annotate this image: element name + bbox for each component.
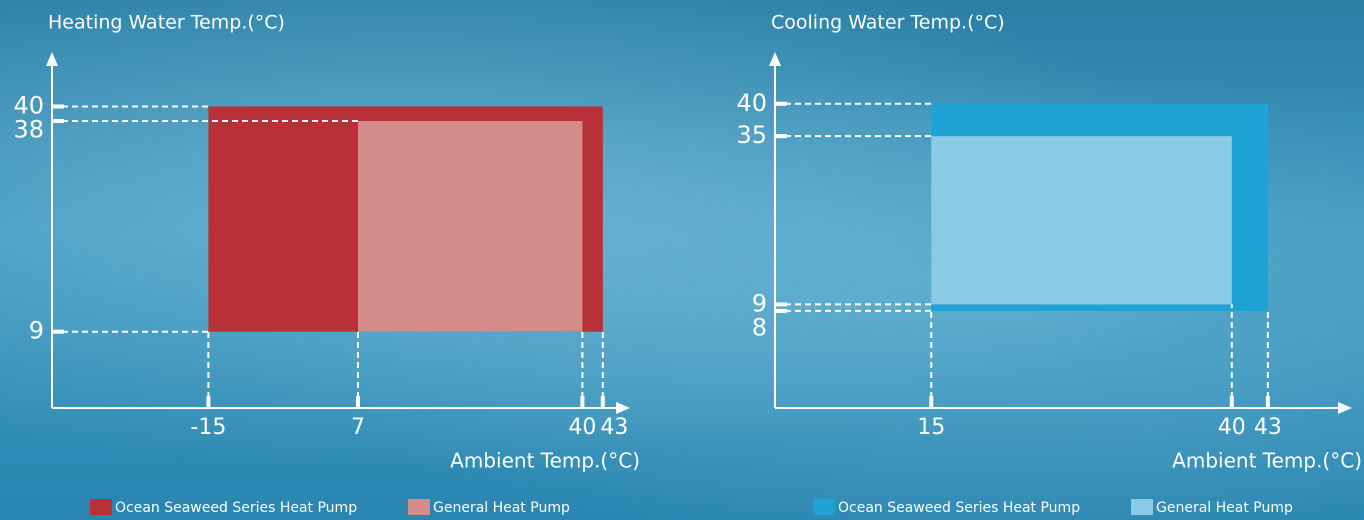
y-tick-label: 38 (13, 115, 44, 143)
legend-label: Ocean Seaweed Series Heat Pump (115, 500, 357, 516)
x-tick-label: -15 (190, 415, 226, 440)
y-axis-title: Cooling Water Temp.(°C) (771, 12, 1005, 34)
y-tick-label: 35 (736, 121, 767, 149)
y-tick-label: 9 (29, 317, 44, 345)
legend-label: General Heat Pump (1156, 500, 1293, 516)
x-tick-label: 40 (568, 415, 596, 440)
x-axis-title: Ambient Temp.(°C) (450, 449, 640, 473)
y-tick-label: 40 (13, 91, 44, 119)
y-axis-arrow (46, 52, 58, 66)
range-area (931, 136, 1232, 305)
x-axis-arrow (1338, 402, 1352, 414)
x-axis-arrow (616, 402, 630, 414)
x-tick-label: 7 (351, 415, 365, 440)
legend-swatch (408, 499, 430, 515)
x-tick-label: 43 (1254, 415, 1282, 440)
legend-swatch (1131, 499, 1153, 515)
y-tick-label: 40 (736, 89, 767, 117)
y-tick-label: 8 (752, 313, 767, 341)
legend-swatch (90, 499, 112, 515)
y-axis-arrow (769, 52, 781, 66)
x-tick-label: 15 (917, 415, 945, 440)
x-tick-label: 40 (1218, 415, 1246, 440)
range-area (358, 121, 583, 332)
legend-label: General Heat Pump (433, 500, 570, 516)
y-tick-label: 9 (752, 289, 767, 317)
legend-label: Ocean Seaweed Series Heat Pump (838, 500, 1080, 516)
x-axis-title: Ambient Temp.(°C) (1172, 449, 1362, 473)
x-tick-label: 43 (600, 415, 628, 440)
legend-swatch (813, 499, 835, 515)
y-axis-title: Heating Water Temp.(°C) (48, 12, 285, 34)
